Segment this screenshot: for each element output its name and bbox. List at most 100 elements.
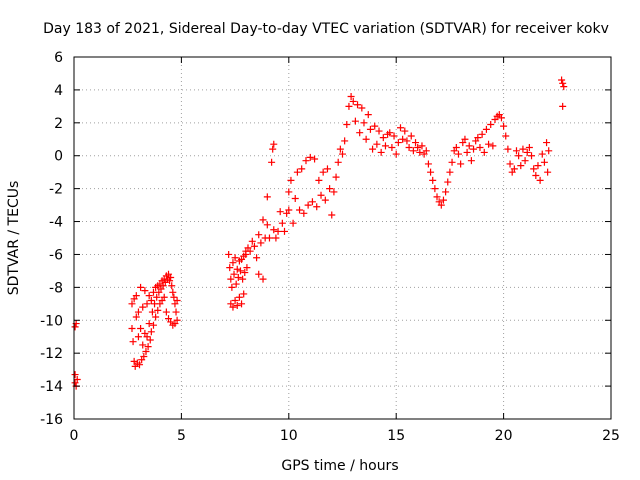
data-point: [168, 282, 176, 290]
y-tick-label: -14: [40, 379, 63, 395]
data-point: [315, 176, 323, 184]
data-point: [448, 158, 456, 166]
data-point: [403, 137, 411, 145]
data-point: [330, 188, 338, 196]
data-point: [544, 168, 552, 176]
data-point: [532, 171, 540, 179]
data-point: [172, 308, 180, 316]
data-point: [536, 176, 544, 184]
y-tick-label: -12: [40, 346, 63, 362]
data-point: [437, 201, 445, 209]
y-tick-label: -4: [49, 215, 63, 231]
data-point: [360, 119, 368, 127]
data-point: [235, 293, 243, 301]
data-point: [506, 160, 514, 168]
y-tick-label: 4: [54, 83, 63, 99]
data-point: [461, 135, 469, 143]
data-point: [137, 283, 145, 291]
data-point: [234, 273, 242, 281]
data-point: [308, 198, 316, 206]
data-point: [153, 293, 161, 301]
data-point: [519, 145, 527, 153]
data-point: [141, 287, 149, 295]
data-point: [145, 292, 153, 300]
y-tick-label: -10: [40, 313, 63, 329]
data-point: [255, 270, 263, 278]
data-point: [375, 127, 383, 135]
data-point: [132, 292, 140, 300]
y-tick-label: 0: [54, 149, 63, 165]
y-tick-label: -8: [49, 280, 63, 296]
data-point: [263, 221, 271, 229]
plot-area-frame: [73, 56, 612, 420]
data-point: [543, 139, 551, 147]
data-point: [487, 120, 495, 128]
y-tick-label: -2: [49, 182, 63, 198]
data-point: [231, 297, 239, 305]
data-point: [270, 226, 278, 234]
data-point: [270, 140, 278, 148]
data-point: [154, 306, 162, 314]
data-point: [510, 165, 518, 173]
data-point: [269, 145, 277, 153]
data-point: [134, 333, 142, 341]
data-point: [229, 303, 237, 311]
data-point: [311, 155, 319, 163]
data-point: [148, 308, 156, 316]
data-point: [559, 102, 567, 110]
data-point: [388, 144, 396, 151]
data-point: [465, 142, 473, 150]
data-point: [259, 216, 267, 224]
data-point: [328, 211, 336, 219]
data-point: [405, 144, 413, 151]
data-point: [396, 124, 404, 132]
data-point: [407, 132, 415, 140]
data-point: [399, 135, 407, 143]
y-axis-label: SDTVAR / TECUs: [6, 181, 22, 296]
y-tick-label: 6: [54, 50, 63, 66]
data-point: [143, 300, 151, 308]
data-point: [463, 148, 471, 156]
data-point: [173, 316, 181, 324]
data-point: [134, 308, 142, 316]
data-point: [525, 144, 533, 151]
data-point: [485, 140, 493, 148]
data-point: [250, 242, 258, 250]
data-point: [274, 227, 282, 235]
data-point: [515, 152, 523, 160]
data-point: [236, 267, 244, 275]
data-point: [354, 101, 362, 109]
data-point: [424, 160, 432, 168]
data-point: [358, 104, 366, 112]
data-point: [373, 140, 381, 148]
data-point: [349, 97, 357, 105]
data-point: [140, 352, 148, 360]
data-point: [559, 79, 567, 87]
data-point: [130, 357, 138, 365]
x-tick-label: 15: [387, 428, 405, 444]
data-point: [259, 275, 267, 283]
data-point: [162, 308, 170, 316]
data-point: [319, 168, 327, 176]
data-point: [392, 150, 400, 158]
data-point: [296, 206, 304, 214]
data-point: [364, 111, 372, 119]
data-point: [142, 348, 150, 356]
data-point: [336, 145, 344, 153]
data-point: [257, 239, 265, 247]
data-point: [418, 142, 426, 150]
data-point: [394, 139, 402, 147]
data-point: [227, 275, 235, 283]
data-point: [248, 237, 256, 245]
data-point: [228, 283, 236, 291]
data-point: [132, 313, 140, 321]
data-points: [71, 76, 568, 390]
data-point: [512, 147, 520, 155]
data-point: [366, 125, 374, 133]
data-point: [239, 275, 247, 283]
data-point: [377, 148, 385, 156]
data-point: [293, 168, 301, 176]
data-point: [289, 219, 297, 227]
data-point: [243, 264, 251, 272]
